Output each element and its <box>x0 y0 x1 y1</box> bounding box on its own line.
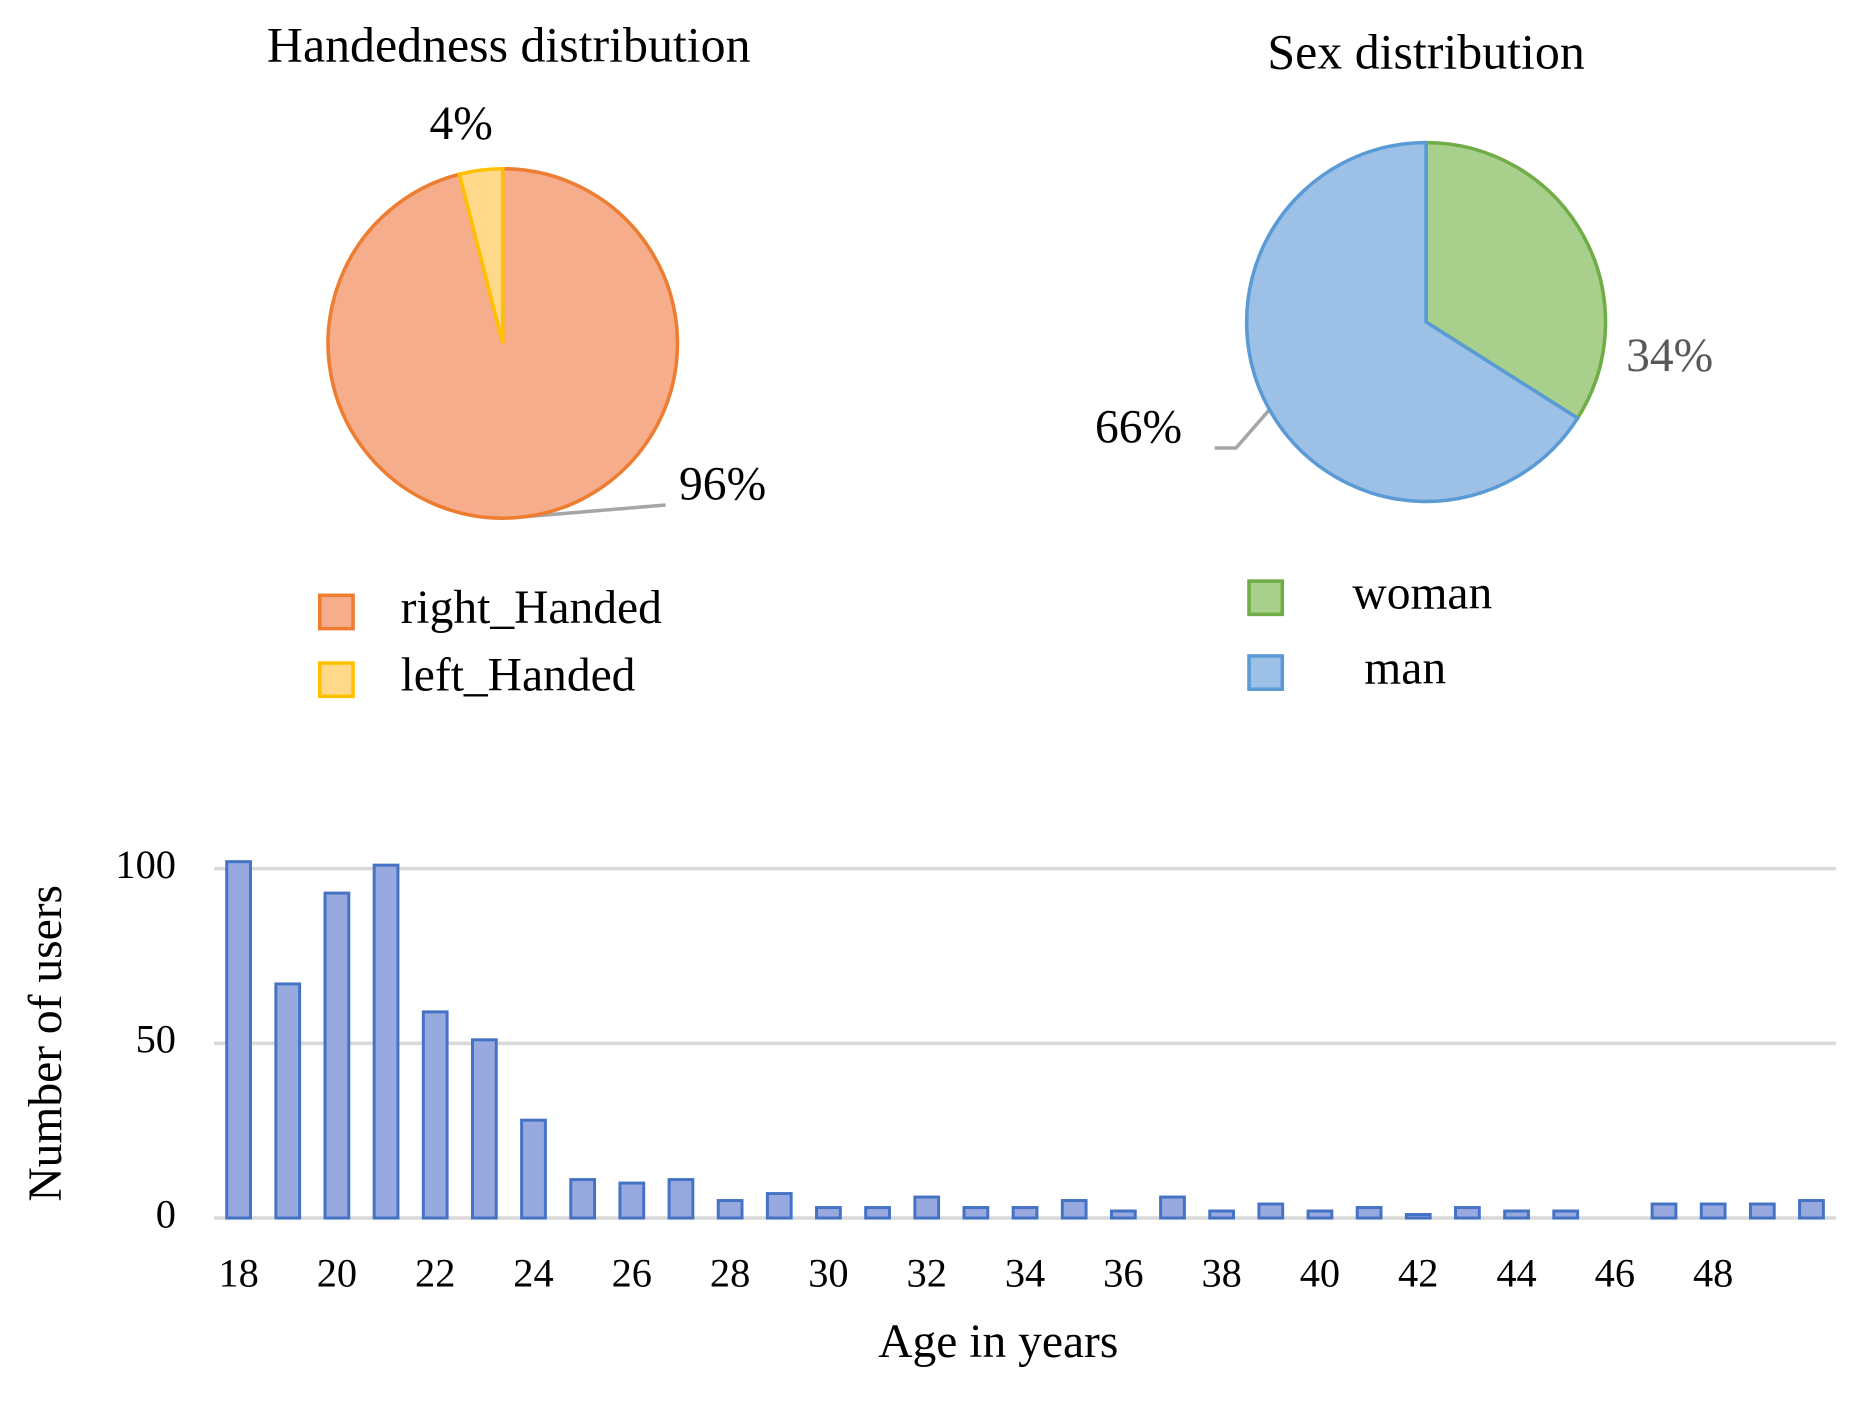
bar <box>1454 1206 1481 1220</box>
bar <box>1060 1199 1088 1220</box>
legend-swatch <box>1247 579 1285 617</box>
x-tick-label: 34 <box>1005 1251 1045 1296</box>
data-label: 4% <box>430 98 493 150</box>
bar <box>1699 1202 1727 1220</box>
legend-label: woman <box>1352 568 1492 620</box>
bar <box>1208 1209 1236 1220</box>
legend-label: man <box>1364 642 1446 694</box>
y-tick-label: 50 <box>136 1017 176 1062</box>
bar <box>1355 1206 1383 1220</box>
bar <box>716 1199 744 1220</box>
x-tick-label: 30 <box>808 1251 848 1296</box>
y-axis-title: Number of users <box>20 885 72 1202</box>
bar <box>618 1181 646 1220</box>
x-tick-label: 24 <box>513 1251 553 1296</box>
leader-line <box>522 503 666 519</box>
x-tick-label: 36 <box>1103 1251 1143 1296</box>
bar <box>520 1118 547 1220</box>
x-tick-label: 42 <box>1398 1251 1438 1296</box>
bar <box>569 1178 597 1220</box>
chart-title: Sex distribution <box>1267 24 1584 79</box>
bar <box>667 1178 695 1220</box>
bar <box>1306 1209 1334 1220</box>
legend-swatch <box>1247 654 1285 691</box>
bar <box>1748 1202 1776 1220</box>
y-tick-label: 0 <box>156 1191 176 1236</box>
legend-label: left_Handed <box>401 650 636 702</box>
chart-title: Handedness distribution <box>267 17 751 72</box>
bar <box>372 863 400 1220</box>
bar <box>962 1206 990 1220</box>
x-tick-label: 46 <box>1595 1251 1635 1296</box>
bar <box>1159 1195 1186 1220</box>
x-tick-label: 20 <box>317 1251 357 1296</box>
data-label: 66% <box>1095 401 1182 453</box>
data-label: 96% <box>679 458 766 510</box>
bar <box>864 1206 891 1220</box>
bar <box>1257 1202 1285 1220</box>
legend-label: right_Handed <box>401 582 663 634</box>
x-tick-label: 44 <box>1496 1251 1536 1296</box>
bar <box>1011 1206 1039 1220</box>
x-tick-label: 32 <box>907 1251 947 1296</box>
data-label: 34% <box>1626 330 1713 382</box>
bar <box>815 1206 842 1220</box>
bar <box>1798 1199 1825 1220</box>
bar <box>274 982 302 1220</box>
pie-slice <box>457 166 505 344</box>
x-tick-label: 48 <box>1693 1251 1733 1296</box>
bar <box>1650 1202 1678 1220</box>
bar <box>913 1195 941 1220</box>
x-tick-label: 38 <box>1201 1251 1241 1296</box>
legend-swatch <box>317 661 355 699</box>
x-tick-label: 40 <box>1300 1251 1340 1296</box>
bar <box>225 860 252 1220</box>
bar <box>470 1038 498 1220</box>
x-axis-title: Age in years <box>878 1316 1118 1368</box>
bar <box>1109 1209 1137 1220</box>
legend-swatch <box>317 593 355 631</box>
x-tick-label: 28 <box>710 1251 750 1296</box>
bar <box>1552 1209 1580 1220</box>
y-tick-label: 100 <box>115 842 176 887</box>
x-tick-label: 18 <box>218 1251 258 1296</box>
bar <box>1503 1209 1530 1220</box>
leader-line <box>1214 408 1271 450</box>
bar <box>421 1010 449 1220</box>
bar <box>1404 1213 1432 1220</box>
pie-slice <box>1244 140 1581 504</box>
x-tick-label: 22 <box>415 1251 455 1296</box>
bar <box>323 891 351 1220</box>
bar <box>765 1192 793 1220</box>
x-tick-label: 26 <box>612 1251 652 1296</box>
